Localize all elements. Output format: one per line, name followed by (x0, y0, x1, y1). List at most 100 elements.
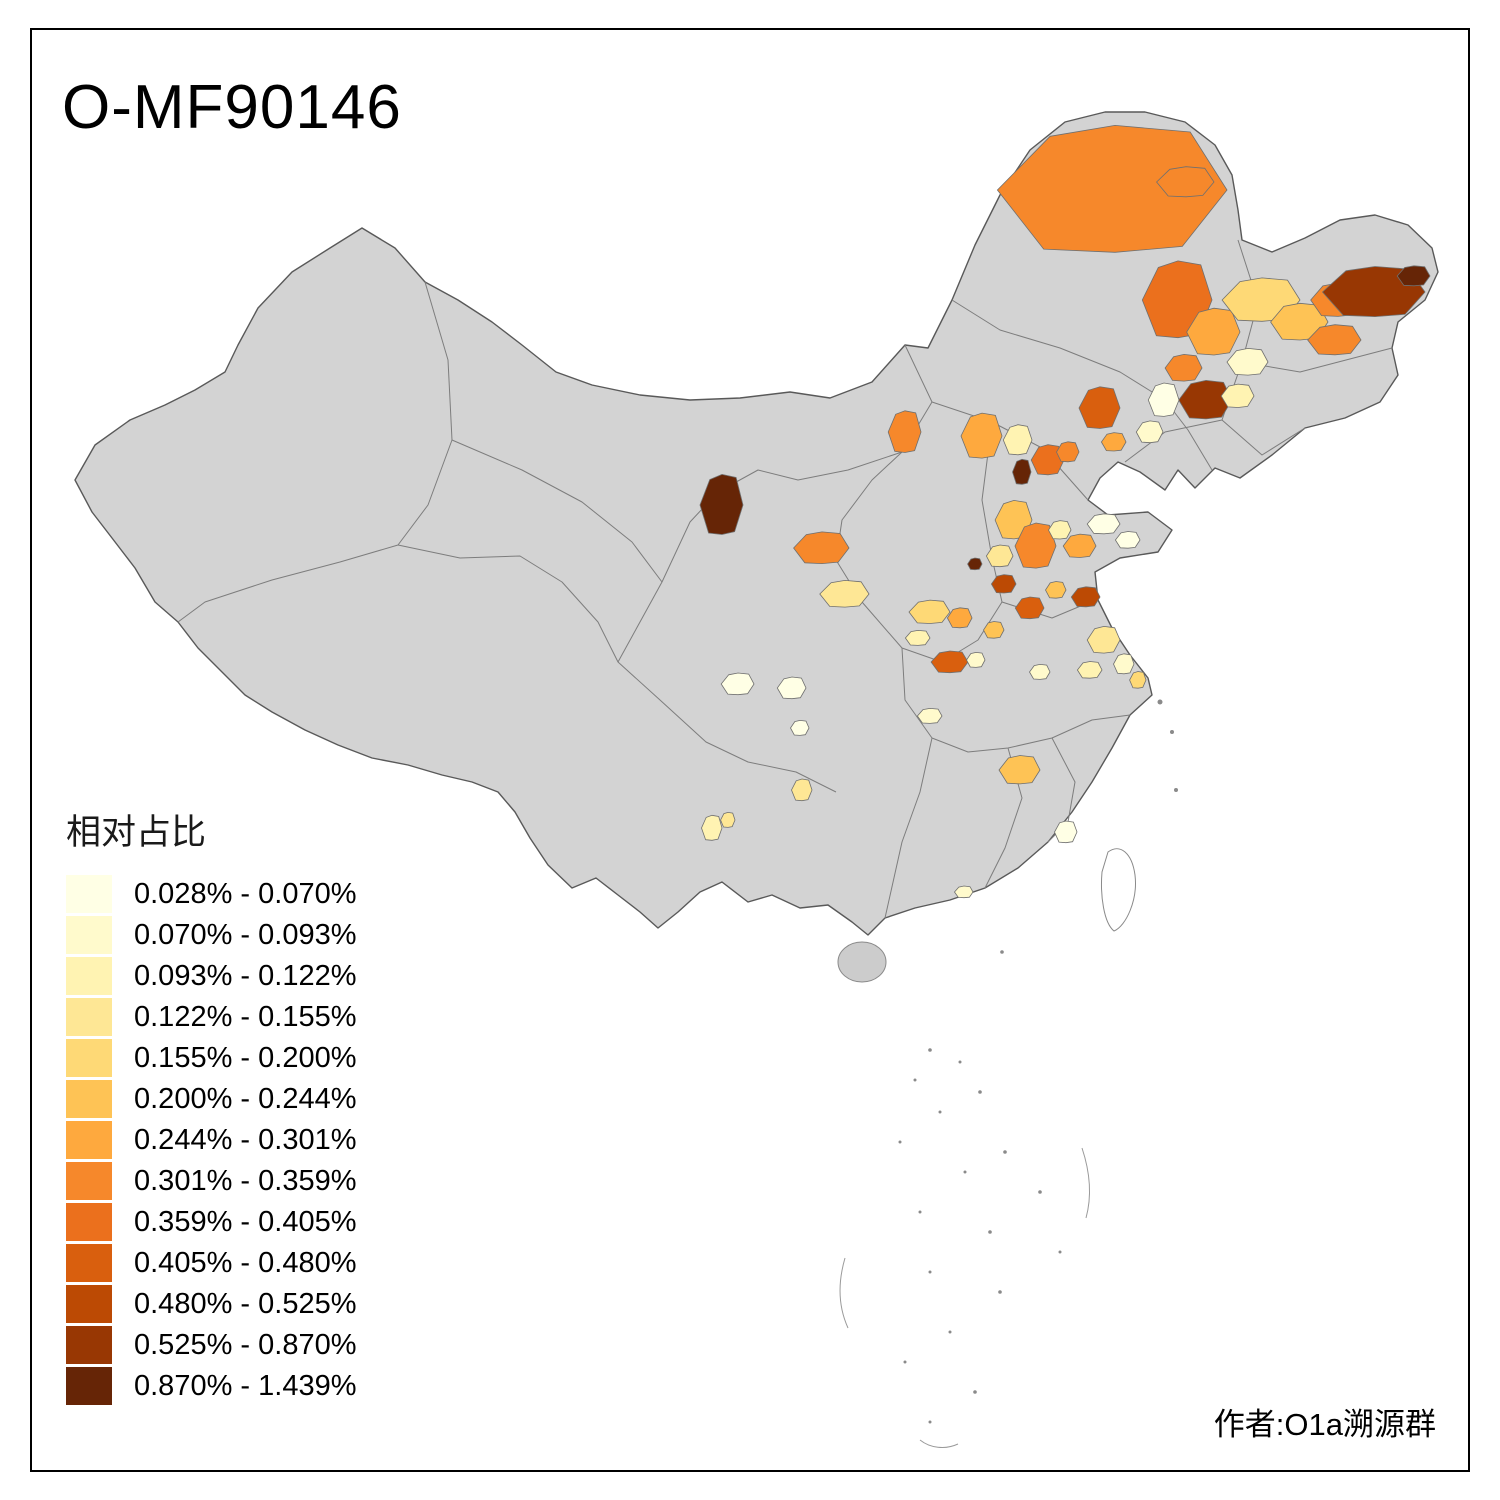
legend-swatch (66, 916, 112, 954)
legend-swatch (66, 957, 112, 995)
legend-row: 0.301% - 0.359% (66, 1162, 356, 1200)
map-region (1014, 522, 1057, 569)
page-title: O-MF90146 (62, 73, 402, 142)
legend-row: 0.093% - 0.122% (66, 957, 356, 995)
hainan-island (837, 941, 887, 983)
legend-row: 0.359% - 0.405% (66, 1203, 356, 1241)
map-region (701, 814, 723, 841)
legend-swatch (66, 1244, 112, 1282)
map-region (1186, 307, 1241, 356)
map-region (1114, 531, 1141, 549)
legend-row: 0.028% - 0.070% (66, 875, 356, 913)
map-region (946, 607, 973, 629)
legend-swatch (66, 1080, 112, 1118)
map-region (1048, 520, 1072, 540)
legend-label: 0.155% - 0.200% (134, 1041, 357, 1074)
legend-swatch (66, 1039, 112, 1077)
map-region (1014, 596, 1045, 620)
map-region (793, 531, 850, 565)
map-region (930, 650, 969, 674)
legend-label: 0.244% - 0.301% (134, 1123, 357, 1156)
map-region (1070, 586, 1101, 608)
map-region (983, 621, 1005, 639)
legend-label: 0.200% - 0.244% (134, 1082, 357, 1115)
legend-label: 0.070% - 0.093% (134, 918, 357, 951)
legend-label: 0.028% - 0.070% (134, 877, 357, 910)
map-region (1147, 382, 1180, 417)
legend-label: 0.405% - 0.480% (134, 1246, 357, 1279)
legend-row: 0.405% - 0.480% (66, 1244, 356, 1282)
map-region (720, 672, 755, 696)
coastal-islet (1170, 730, 1174, 734)
map-region (1129, 671, 1147, 689)
legend-label: 0.122% - 0.155% (134, 1000, 357, 1033)
map-region (1396, 265, 1431, 287)
map-region (1164, 353, 1203, 382)
map-region (790, 719, 810, 736)
legend-swatch (66, 1121, 112, 1159)
map-region (1002, 424, 1033, 456)
legend-swatch (66, 1367, 112, 1405)
legend-label: 0.359% - 0.405% (134, 1205, 357, 1238)
legend-swatch (66, 998, 112, 1036)
map-region (1086, 625, 1121, 654)
coastal-islet (1157, 699, 1163, 705)
legend-row: 0.200% - 0.244% (66, 1080, 356, 1118)
legend-swatch (66, 1326, 112, 1364)
map-region (1056, 441, 1080, 463)
legend-swatch (66, 1285, 112, 1323)
map-region (904, 629, 931, 646)
map-region (916, 707, 943, 724)
map-region (1078, 386, 1121, 429)
map-region (776, 676, 807, 700)
map-region (953, 885, 974, 899)
legend-row: 0.870% - 1.439% (66, 1367, 356, 1405)
legend-label: 0.093% - 0.122% (134, 959, 357, 992)
legend-row: 0.122% - 0.155% (66, 998, 356, 1036)
map-region (990, 574, 1017, 594)
map-region (887, 410, 922, 453)
legend-swatch (66, 1203, 112, 1241)
legend-title: 相对占比 (66, 813, 207, 852)
map-region (1029, 663, 1051, 680)
legend-bins: 0.028% - 0.070% 0.070% - 0.093% 0.093% - 0… (66, 875, 356, 1405)
legend-row: 0.480% - 0.525% (66, 1285, 356, 1323)
legend-row: 0.244% - 0.301% (66, 1121, 356, 1159)
legend-row: 0.070% - 0.093% (66, 916, 356, 954)
map-region (966, 651, 986, 668)
map-region (699, 473, 744, 535)
map-region (1113, 653, 1135, 675)
map-region (1054, 820, 1078, 844)
legend-label: 0.301% - 0.359% (134, 1164, 357, 1197)
taiwan-island (1101, 848, 1136, 932)
map-region (1135, 420, 1164, 444)
map-region (998, 755, 1041, 785)
legend-swatch (66, 875, 112, 913)
attribution-text: 作者:O1a溯源群 (1213, 1407, 1436, 1442)
map-region (996, 124, 1228, 253)
map-region (1030, 444, 1065, 476)
south-china-sea-islets (839, 950, 1090, 1448)
map-region (1086, 513, 1121, 535)
legend: 相对占比 0.028% - 0.070% 0.070% - 0.093% 0.093… (66, 804, 356, 1408)
map-region (1156, 166, 1215, 198)
map-region (791, 778, 813, 802)
legend-label: 0.870% - 1.439% (134, 1369, 357, 1402)
legend-label: 0.480% - 0.525% (134, 1287, 357, 1320)
china-mainland-shape (74, 111, 1439, 936)
map-region (1062, 533, 1097, 558)
map-regions (699, 124, 1431, 899)
map-region (1100, 432, 1127, 452)
map-region (720, 811, 736, 828)
map-region (908, 599, 951, 624)
legend-swatch (66, 1162, 112, 1200)
legend-row: 0.155% - 0.200% (66, 1039, 356, 1077)
map-region (819, 579, 870, 608)
map-region (1045, 581, 1067, 599)
map-region (967, 557, 983, 571)
map-region (1226, 347, 1269, 376)
map-region (1220, 383, 1255, 408)
map-region (1307, 324, 1362, 356)
